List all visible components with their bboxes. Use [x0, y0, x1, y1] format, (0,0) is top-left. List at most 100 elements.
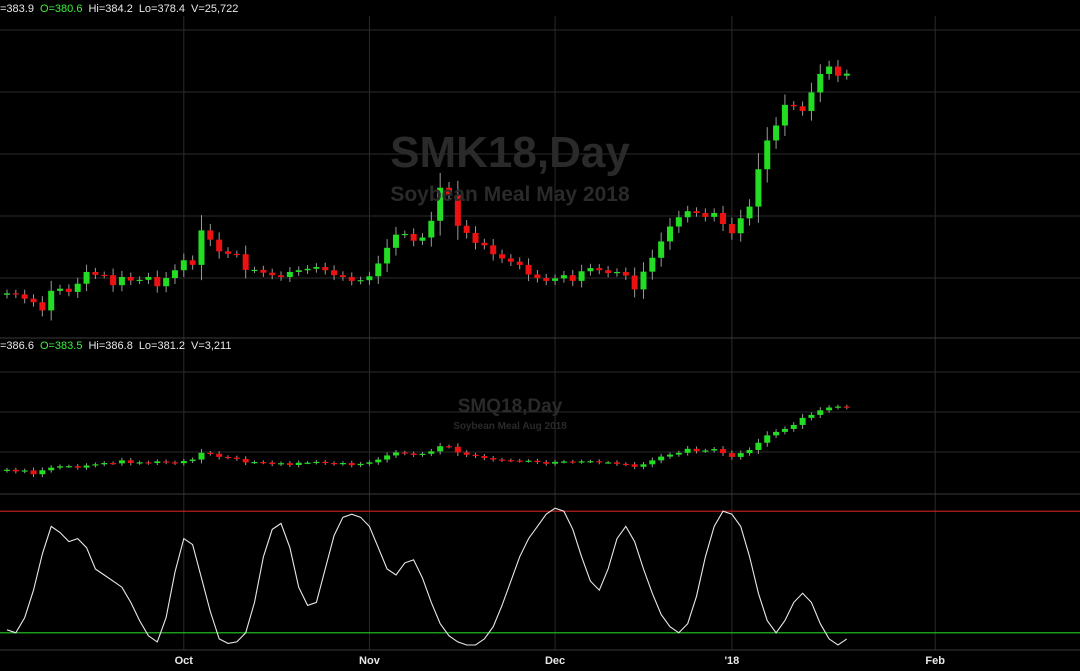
candle-body[interactable] [216, 453, 223, 457]
candle-body[interactable] [127, 276, 134, 281]
candle-body[interactable] [454, 446, 461, 453]
candle-body[interactable] [737, 453, 744, 457]
candle-body[interactable] [516, 460, 523, 462]
candle-body[interactable] [4, 469, 10, 471]
candle-body[interactable] [101, 463, 108, 465]
candle-body[interactable] [57, 288, 64, 291]
candle-body[interactable] [136, 462, 143, 464]
candle-body[interactable] [251, 462, 258, 464]
candle-body[interactable] [225, 456, 231, 459]
candle-body[interactable] [490, 458, 497, 460]
candle-body[interactable] [313, 461, 320, 464]
candle-body[interactable] [366, 462, 373, 464]
candle-body[interactable] [92, 272, 99, 275]
candle-body[interactable] [826, 407, 833, 411]
candle-body[interactable] [118, 460, 125, 464]
candle-body[interactable] [30, 298, 37, 303]
candle-body[interactable] [560, 275, 567, 279]
candle-body[interactable] [675, 452, 682, 455]
candle-body[interactable] [83, 272, 90, 284]
candle-body[interactable] [154, 276, 161, 287]
candle-body[interactable] [278, 275, 285, 277]
candle-body[interactable] [233, 253, 240, 256]
candle-body[interactable] [428, 220, 435, 238]
candle-body[interactable] [649, 257, 656, 272]
candle-body[interactable] [781, 104, 788, 126]
oscillator-panel[interactable] [0, 507, 1080, 646]
candle-body[interactable] [357, 463, 364, 466]
candle-body[interactable] [322, 267, 329, 271]
candle-body[interactable] [560, 461, 567, 463]
candle-body[interactable] [534, 460, 541, 463]
candle-body[interactable] [481, 456, 488, 459]
candle-body[interactable] [384, 455, 391, 460]
candle-body[interactable] [83, 465, 90, 468]
candle-body[interactable] [507, 460, 514, 462]
candle-body[interactable] [507, 258, 514, 262]
candle-body[interactable] [472, 454, 479, 457]
candle-body[interactable] [552, 461, 559, 464]
candle-body[interactable] [667, 226, 673, 242]
candle-body[interactable] [773, 431, 780, 436]
candle-body[interactable] [216, 239, 223, 252]
candle-body[interactable] [260, 462, 267, 464]
candle-body[interactable] [313, 267, 320, 269]
candle-body[interactable] [189, 260, 196, 265]
candle-body[interactable] [65, 466, 72, 468]
candle-body[interactable] [711, 449, 718, 451]
candle-body[interactable] [569, 461, 576, 463]
candle-body[interactable] [118, 276, 125, 286]
candle-body[interactable] [110, 463, 117, 465]
candle-body[interactable] [12, 293, 19, 295]
candle-body[interactable] [21, 294, 28, 299]
candle-body[interactable] [596, 461, 603, 463]
candle-body[interactable] [392, 234, 399, 248]
candle-body[interactable] [578, 461, 585, 463]
candle-body[interactable] [534, 274, 541, 279]
candle-body[interactable] [4, 293, 10, 295]
candle-body[interactable] [171, 270, 178, 279]
candle-body[interactable] [65, 288, 72, 292]
candle-body[interactable] [57, 466, 64, 468]
candle-body[interactable] [163, 278, 170, 287]
candle-body[interactable] [154, 461, 161, 464]
candle-body[interactable] [110, 275, 117, 286]
candle-body[interactable] [269, 272, 276, 276]
candle-body[interactable] [622, 463, 629, 466]
candle-body[interactable] [702, 212, 709, 217]
candle-body[interactable] [145, 276, 152, 280]
candle-body[interactable] [613, 272, 620, 274]
candle-body[interactable] [755, 169, 762, 207]
candle-body[interactable] [269, 462, 276, 465]
candle-body[interactable] [613, 462, 620, 464]
candle-body[interactable] [773, 125, 780, 141]
candle-body[interactable] [843, 406, 850, 408]
candle-body[interactable] [278, 463, 285, 465]
candle-body[interactable] [675, 217, 682, 227]
candle-body[interactable] [728, 224, 735, 234]
candle-body[interactable] [304, 462, 311, 464]
candle-body[interactable] [472, 232, 479, 243]
candle-body[interactable] [198, 230, 205, 265]
candle-body[interactable] [454, 194, 461, 226]
candle-body[interactable] [764, 435, 771, 443]
candle-body[interactable] [145, 462, 152, 464]
candle-body[interactable] [375, 263, 382, 277]
candle-body[interactable] [569, 275, 576, 281]
candle-body[interactable] [348, 276, 355, 281]
candle-body[interactable] [189, 459, 196, 462]
price-panel-smq18[interactable] [4, 404, 850, 478]
candle-body[interactable] [631, 464, 638, 467]
candle-body[interactable] [331, 270, 338, 276]
oscillator-line[interactable] [6, 507, 848, 646]
candle-body[interactable] [790, 104, 797, 107]
price-panel-smk18[interactable] [4, 60, 850, 321]
candle-body[interactable] [207, 452, 214, 454]
candle-body[interactable] [251, 269, 258, 272]
candle-body[interactable] [826, 66, 833, 74]
candle-body[interactable] [843, 73, 850, 76]
candle-body[interactable] [463, 452, 470, 455]
candle-body[interactable] [728, 453, 735, 457]
candle-body[interactable] [799, 417, 806, 425]
candle-body[interactable] [419, 453, 426, 455]
